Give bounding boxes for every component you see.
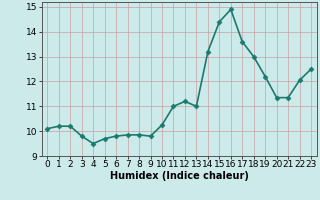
X-axis label: Humidex (Indice chaleur): Humidex (Indice chaleur): [110, 171, 249, 181]
